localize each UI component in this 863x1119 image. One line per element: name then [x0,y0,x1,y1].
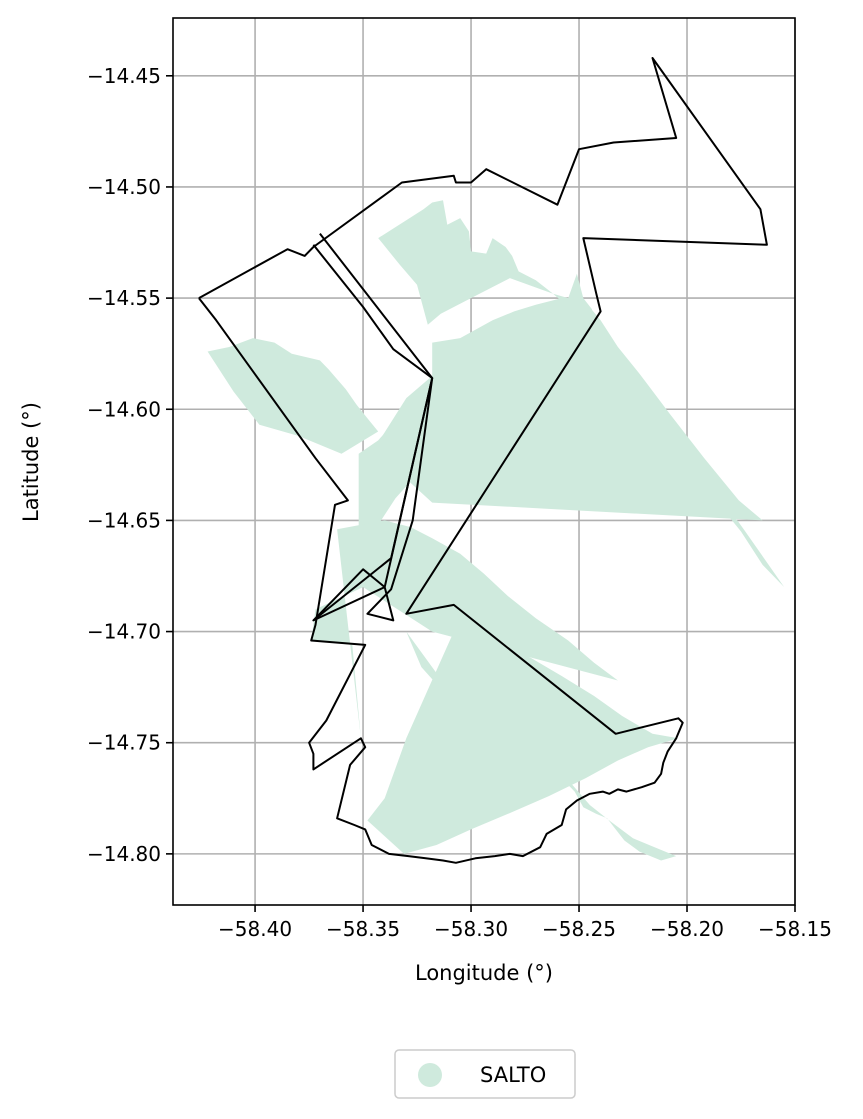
salto-region-6 [367,632,678,854]
x-tick-label-3: −58.25 [542,917,616,941]
salto-filled-regions [208,200,785,860]
x-tick-label-2: −58.30 [434,917,508,941]
x-axis-label: Longitude (°) [415,961,553,985]
y-tick-label-5: −14.70 [87,620,161,644]
y-tick-label-0: −14.45 [87,64,161,88]
x-tick-label-5: −58.15 [758,917,832,941]
x-tick-label-4: −58.20 [650,917,724,941]
legend-label-salto: SALTO [480,1063,546,1087]
y-tick-label-4: −14.65 [87,508,161,532]
x-tick-label-1: −58.35 [326,917,400,941]
y-tick-label-7: −14.80 [87,842,161,866]
legend-marker-salto [418,1063,442,1087]
salto-region-2 [208,338,379,454]
y-tick-label-3: −14.60 [87,397,161,421]
y-tick-label-6: −14.75 [87,731,161,755]
y-axis-label: Latitude (°) [19,402,43,522]
legend: SALTO [395,1050,575,1098]
y-tick-label-1: −14.50 [87,175,161,199]
y-axis-ticks: −14.45 −14.50 −14.55 −14.60 −14.65 −14.70 −14.… [87,64,173,866]
x-axis-ticks: −58.40 −58.35 −58.30 −58.25 −58.20 −58.15 [218,905,832,941]
y-tick-label-2: −14.55 [87,286,161,310]
x-tick-label-0: −58.40 [218,917,292,941]
